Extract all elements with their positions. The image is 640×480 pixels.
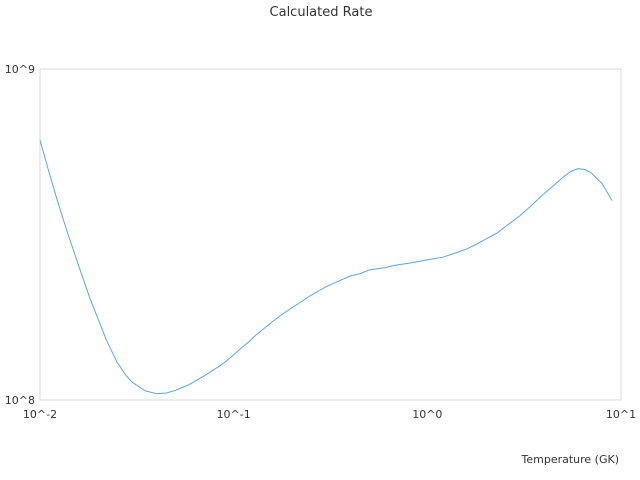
x-tick-label: 10^-1 <box>217 408 251 421</box>
x-axis-ticks: 10^-2 10^-1 10^0 10^1 <box>23 408 636 421</box>
plot-area-frame <box>39 68 622 401</box>
chart-title: Calculated Rate <box>270 5 373 20</box>
y-axis-ticks: 10^8 10^9 <box>5 63 35 407</box>
y-tick-label: 10^9 <box>5 63 35 76</box>
y-tick-label: 10^8 <box>5 394 35 407</box>
series-line-rate <box>39 139 613 395</box>
x-tick-label: 10^-2 <box>23 408 57 421</box>
x-tick-label: 10^1 <box>606 408 636 421</box>
x-axis-label: Temperature (GK) <box>521 453 620 466</box>
x-tick-label: 10^0 <box>412 408 442 421</box>
